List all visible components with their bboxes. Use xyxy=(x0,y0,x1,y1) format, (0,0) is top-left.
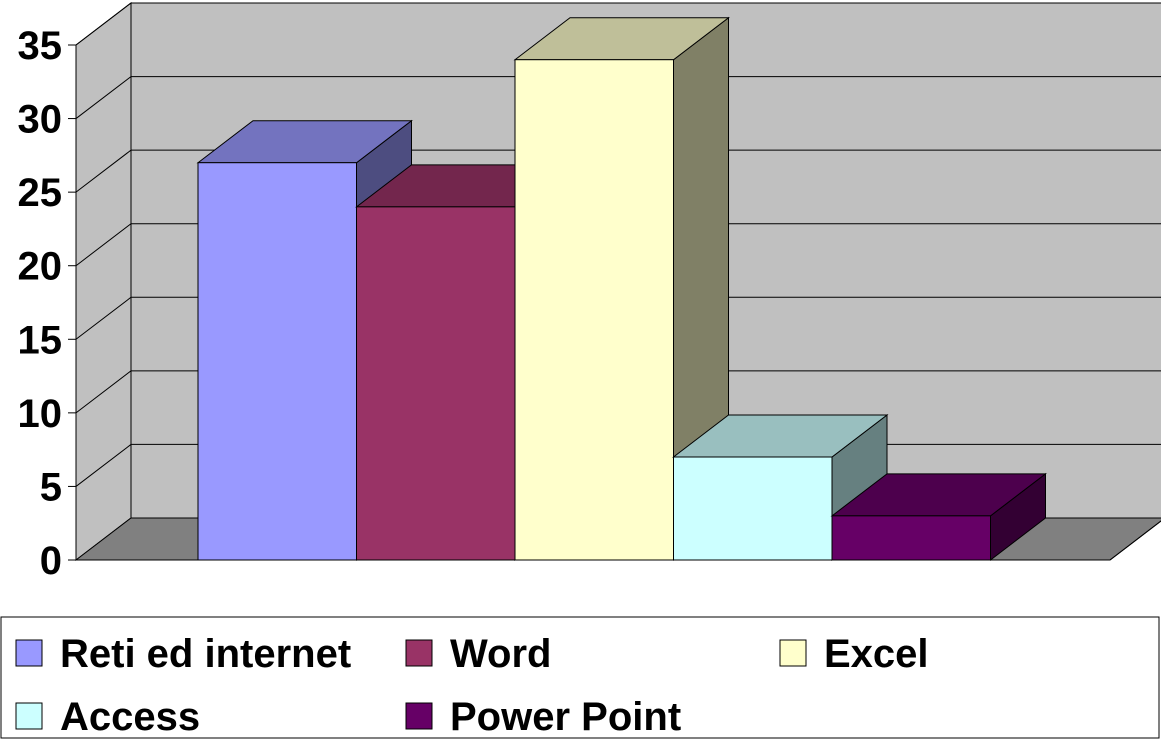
legend-label: Access xyxy=(60,695,200,739)
bar-front xyxy=(831,515,991,561)
legend: Reti ed internet Word Excel Access Power Poi… xyxy=(0,616,1160,739)
legend-swatch xyxy=(779,639,807,667)
legend-label: Reti ed internet xyxy=(60,632,351,676)
bars xyxy=(196,16,1047,562)
bar xyxy=(513,16,730,562)
legend-swatch xyxy=(15,639,43,667)
legend-item: Power Point xyxy=(405,695,681,739)
legend-item: Excel xyxy=(779,632,929,676)
y-tick-label: 10 xyxy=(18,392,63,436)
legend-swatch xyxy=(405,702,433,730)
gridline xyxy=(75,149,1161,193)
gridline xyxy=(75,2,1161,46)
bar-front xyxy=(197,162,357,561)
bar-front xyxy=(673,456,833,561)
legend-swatch xyxy=(405,639,433,667)
legend-label: Word xyxy=(450,632,551,676)
gridlines xyxy=(75,2,1161,487)
bar-front xyxy=(514,59,674,561)
y-tick-label: 15 xyxy=(18,318,63,362)
y-tick-label: 0 xyxy=(40,539,62,583)
side-wall xyxy=(75,1,132,562)
legend-box xyxy=(0,616,1160,739)
legend-item: Access xyxy=(15,695,200,739)
legend-item: Reti ed internet xyxy=(15,632,351,676)
y-tick-label: 20 xyxy=(18,245,63,289)
legend-swatch xyxy=(15,702,43,730)
legend-label: Power Point xyxy=(450,695,681,739)
y-tick-label: 25 xyxy=(18,171,63,215)
legend-label: Excel xyxy=(824,632,929,676)
bar xyxy=(830,472,1047,562)
legend-item: Word xyxy=(405,632,551,676)
gridline xyxy=(75,76,1161,119)
floor-edge xyxy=(1109,520,1161,561)
y-tick-label: 35 xyxy=(18,24,63,68)
y-tick-label: 30 xyxy=(18,98,63,142)
y-tick-label: 5 xyxy=(40,465,62,509)
gridline xyxy=(75,223,1161,267)
value-axis: 0 5 10 15 20 25 30 35 xyxy=(18,24,1161,583)
gridline xyxy=(75,370,1161,414)
gridline xyxy=(75,296,1161,340)
bar-front xyxy=(356,206,516,561)
